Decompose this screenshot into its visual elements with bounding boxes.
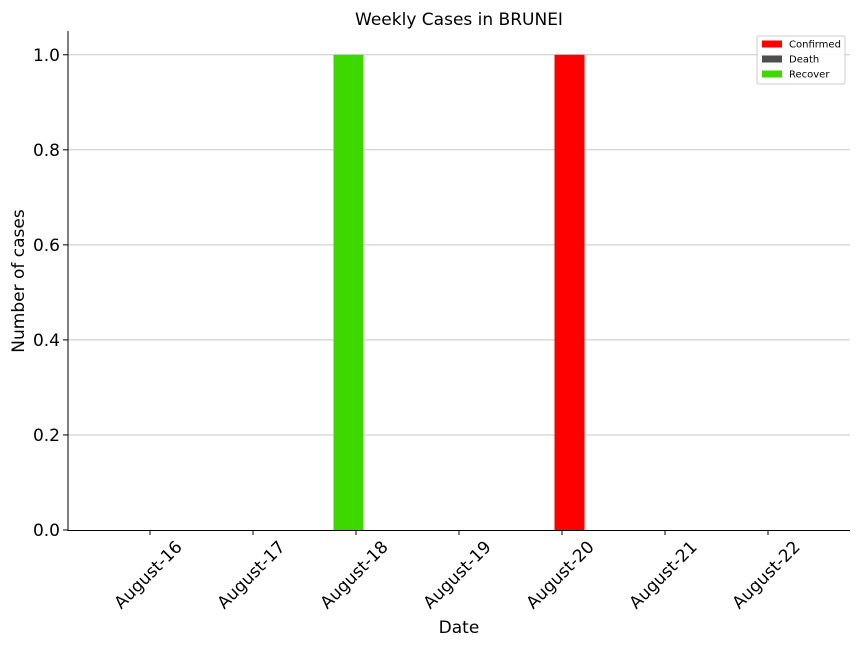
y-ticks: 0.0 0.2 0.4 0.6 0.8 1.0: [33, 46, 68, 541]
legend: Confirmed Death Recover: [756, 35, 846, 85]
y-axis-label: Number of cases: [9, 209, 29, 353]
legend-label-confirmed: Confirmed: [789, 40, 841, 51]
grid-lines: [68, 54, 850, 436]
x-tick-label: August-22: [729, 537, 805, 613]
bar-confirmed-august-20: [554, 54, 585, 531]
x-tick-label: August-17: [214, 537, 290, 613]
y-tick-label: 0.6: [33, 236, 60, 256]
legend-swatch-confirmed: [762, 40, 782, 48]
x-axis-label: Date: [439, 618, 480, 638]
x-tick-label: August-18: [317, 537, 393, 613]
bar-recover-august-18: [333, 54, 364, 531]
x-tick-label: August-21: [626, 537, 702, 613]
x-ticks: August-16 August-17 August-18 August-19 Augu…: [111, 530, 805, 613]
legend-swatch-recover: [762, 70, 782, 78]
y-tick-label: 1.0: [33, 46, 60, 66]
x-tick-label: August-20: [523, 537, 599, 613]
chart-title: Weekly Cases in BRUNEI: [355, 10, 563, 30]
axes: [67, 31, 850, 531]
legend-label-recover: Recover: [789, 70, 830, 81]
x-tick-label: August-19: [420, 537, 496, 613]
bars: [333, 54, 585, 531]
legend-swatch-death: [762, 55, 782, 63]
y-tick-label: 0.4: [33, 331, 60, 351]
y-tick-label: 0.8: [33, 141, 60, 161]
x-tick-label: August-16: [111, 537, 187, 613]
y-tick-label: 0.2: [33, 426, 60, 446]
y-tick-label: 0.0: [33, 521, 60, 541]
legend-label-death: Death: [789, 55, 819, 66]
